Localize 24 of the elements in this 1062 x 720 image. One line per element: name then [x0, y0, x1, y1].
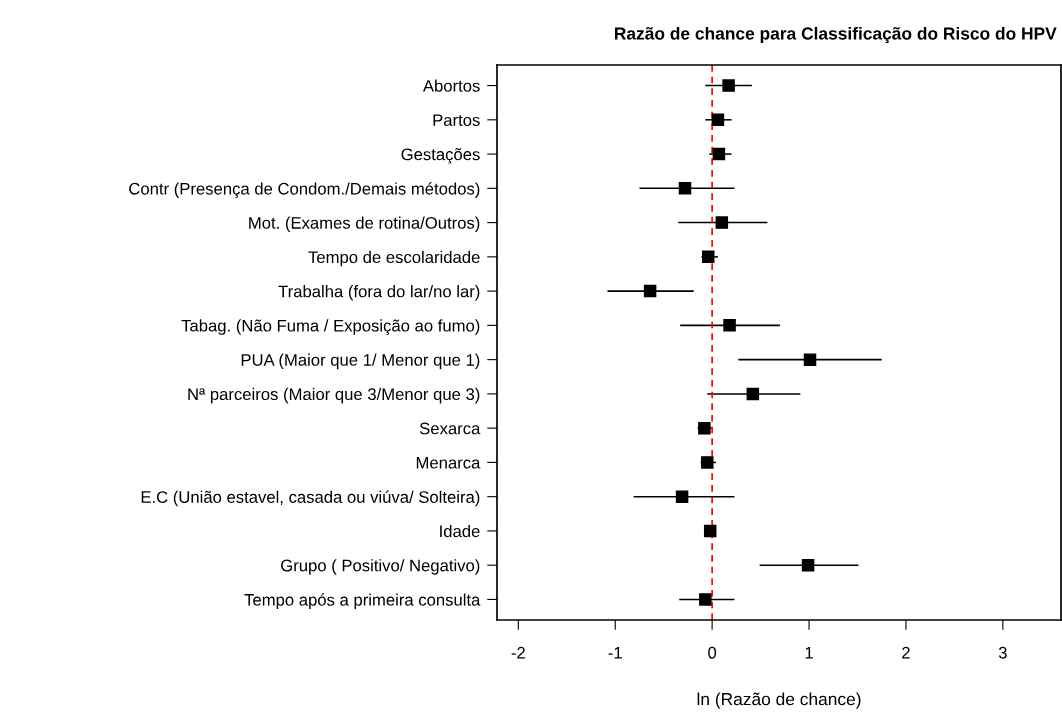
y-tick-label: Menarca [416, 456, 481, 469]
chart-title: Razão de chance para Classificação do Risco do HPV [615, 26, 1057, 44]
y-tick-label: Sexarca [419, 422, 481, 435]
y-tick-label: E.C (União estavel, casada ou viúva/ Solteira) [141, 490, 480, 507]
y-tick-label: Abortos [422, 79, 480, 92]
y-tick-label: Trabalha (fora do lar/no lar) [278, 285, 480, 301]
x-tick-label: -1 [608, 647, 622, 659]
x-axis-title: ln (Razão de chance) [697, 692, 861, 709]
x-tick-label: 1 [805, 647, 813, 659]
y-tick-label: Grupo ( Positivo/ Negativo) [281, 559, 480, 575]
y-tick-label: Tempo após a primeira consulta [244, 593, 481, 610]
y-tick-label: Nª parceiros (Maior que 3/Menor que 3) [188, 387, 480, 404]
y-tick-label: PUA (Maior que 1/ Menor que 1) [241, 353, 480, 370]
y-tick-label: Tabag. (Não Fuma / Exposição ao fumo) [181, 319, 480, 335]
y-tick-label: Gestações [401, 148, 480, 164]
x-tick-label: -2 [511, 646, 525, 659]
x-tick-label: 3 [998, 646, 1007, 659]
x-tick-label: 0 [708, 646, 717, 659]
x-tick-label: 2 [902, 646, 910, 659]
y-tick-label: Tempo de escolaridade [308, 250, 480, 267]
y-tick-label: Contr (Presença de Condom./Demais métodos) [129, 182, 480, 198]
y-tick-label: Mot. (Exames de rotina/Outros) [249, 216, 480, 233]
y-tick-label: Partos [433, 114, 480, 127]
y-tick-label: Idade [440, 524, 480, 538]
